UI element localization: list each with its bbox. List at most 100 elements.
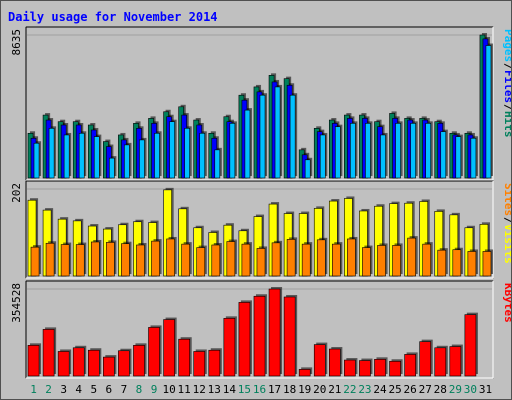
bar-kbytes-day-7	[118, 348, 132, 377]
bar-sites-day-4	[75, 242, 87, 277]
bar-kbytes-day-1	[27, 343, 42, 377]
bar-sites-day-6	[106, 240, 117, 277]
panel-visits-sites: 202 Sites/Visits	[10, 180, 511, 279]
chart-title: Daily usage for November 2014	[8, 10, 218, 24]
bar-pages-day-5	[93, 134, 102, 179]
bar-kbytes-day-13	[208, 348, 222, 377]
x-tick-day-9: 9	[151, 383, 158, 396]
legend-sites: Sites	[502, 183, 511, 216]
legend-files: Files	[502, 70, 511, 103]
bar-pages-day-10	[169, 119, 177, 179]
bar-sites-day-16	[256, 246, 268, 277]
bar-pages-day-21	[334, 124, 343, 179]
bar-kbytes-day-16	[253, 294, 268, 377]
bar-pages-day-30	[470, 136, 478, 179]
bar-pages-day-29	[455, 134, 463, 179]
bar-pages-day-9	[154, 131, 162, 179]
bar-pages-day-28	[440, 129, 448, 179]
bar-kbytes-day-3	[57, 349, 72, 377]
bar-sites-day-23	[362, 245, 373, 277]
bar-pages-day-1	[33, 141, 42, 179]
legend-kbytes: KBytes	[502, 283, 511, 323]
ymax-label-kbytes: 354528	[10, 283, 23, 323]
bar-pages-day-4	[78, 131, 87, 179]
ymax-label-visits-sites: 202	[10, 183, 23, 203]
bar-pages-day-2	[48, 126, 57, 179]
bar-kbytes-day-6	[103, 355, 117, 377]
bar-kbytes-day-10	[163, 317, 177, 377]
bar-kbytes-day-27	[419, 339, 433, 377]
x-tick-day-5: 5	[90, 383, 97, 396]
x-tick-day-23: 23	[358, 383, 371, 396]
legend-pages: Pages	[502, 29, 511, 62]
x-tick-day-24: 24	[373, 383, 387, 396]
x-tick-day-13: 13	[208, 383, 221, 396]
bar-sites-day-30	[467, 249, 478, 277]
bar-kbytes-day-5	[87, 348, 102, 377]
bar-sites-day-28	[437, 248, 448, 277]
x-tick-day-21: 21	[328, 383, 341, 396]
bar-pages-day-14	[229, 121, 237, 179]
bar-kbytes-day-9	[148, 325, 162, 377]
ymax-label-hits-files-pages: 8635	[10, 29, 23, 56]
bar-sites-day-13	[211, 242, 222, 277]
bar-sites-day-26	[407, 236, 418, 277]
bar-pages-day-6	[109, 156, 117, 179]
bar-kbytes-day-11	[178, 337, 192, 377]
bar-kbytes-day-4	[72, 345, 87, 377]
x-tick-day-19: 19	[298, 383, 311, 396]
x-tick-day-11: 11	[178, 383, 191, 396]
bar-sites-day-25	[392, 243, 403, 277]
bar-sites-day-12	[196, 245, 207, 277]
bar-kbytes-day-26	[404, 352, 418, 377]
x-tick-day-29: 29	[449, 383, 462, 396]
bar-sites-day-17	[271, 240, 283, 277]
panel-kbytes: 354528 KBytes	[10, 280, 511, 379]
bar-kbytes-day-19	[298, 367, 313, 377]
bar-kbytes-day-2	[42, 327, 57, 377]
bar-kbytes-day-8	[133, 343, 147, 377]
bar-sites-day-7	[121, 241, 132, 277]
bar-pages-day-22	[350, 121, 358, 179]
bar-sites-day-18	[286, 237, 298, 277]
legend-hits: Hits	[502, 111, 511, 138]
bar-kbytes-day-17	[268, 287, 283, 377]
x-axis-labels: 1 2 3 4 5 6 7 8 9 10 11 12 13 14 15 16 17 18 19 20 21 22 23 24 2…	[30, 383, 492, 396]
x-tick-day-26: 26	[404, 383, 417, 396]
bar-sites-day-8	[136, 242, 147, 277]
bar-kbytes-day-12	[193, 349, 207, 377]
bar-kbytes-day-22	[344, 358, 358, 377]
bar-pages-day-13	[214, 147, 222, 179]
x-tick-day-6: 6	[106, 383, 113, 396]
x-tick-day-27: 27	[419, 383, 432, 396]
bar-pages-day-17	[274, 84, 283, 179]
x-tick-day-17: 17	[268, 383, 281, 396]
bar-kbytes-day-25	[389, 359, 403, 377]
bar-pages-day-24	[380, 132, 388, 179]
bar-sites-day-11	[181, 242, 192, 277]
bar-sites-day-21	[331, 242, 343, 277]
x-tick-day-22: 22	[343, 383, 356, 396]
legend-separator: /	[502, 104, 511, 111]
bar-kbytes-day-28	[434, 345, 448, 377]
x-tick-day-2: 2	[45, 383, 52, 396]
bar-sites-day-3	[60, 242, 72, 277]
x-tick-day-7: 7	[121, 383, 128, 396]
bar-kbytes-day-18	[283, 294, 298, 377]
bar-kbytes-day-24	[374, 357, 388, 377]
x-tick-day-30: 30	[464, 383, 477, 396]
bar-pages-day-23	[365, 121, 373, 179]
legend-visits: Visits	[502, 224, 511, 264]
bar-pages-day-27	[425, 121, 433, 179]
x-tick-day-1: 1	[30, 383, 37, 396]
bar-pages-day-25	[395, 121, 403, 179]
bar-sites-day-31	[482, 249, 493, 277]
bar-sites-day-27	[422, 242, 433, 277]
bar-sites-day-14	[226, 239, 237, 277]
bar-pages-day-19	[304, 157, 313, 179]
bar-sites-day-29	[452, 247, 463, 277]
bar-pages-day-8	[139, 137, 147, 179]
legend-separator: /	[502, 217, 511, 224]
bar-sites-day-22	[347, 236, 358, 277]
